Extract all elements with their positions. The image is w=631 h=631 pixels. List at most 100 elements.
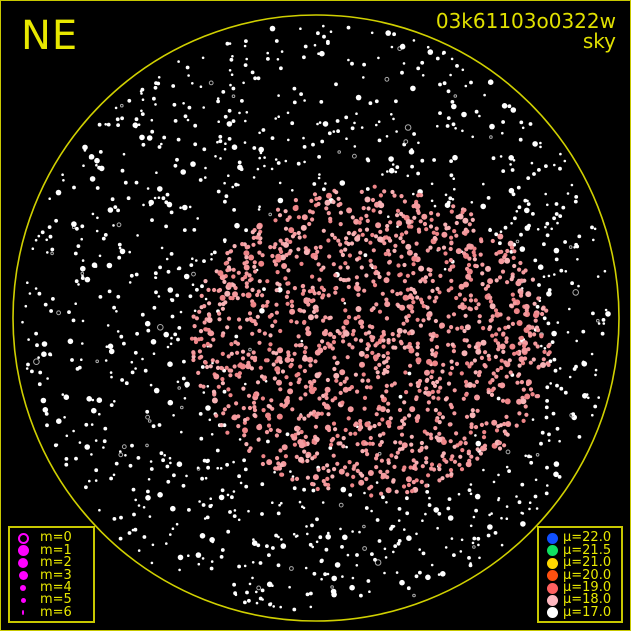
star-marker: [139, 90, 143, 93]
star-marker: [515, 239, 520, 244]
star-marker: [334, 82, 338, 87]
star-marker: [395, 208, 401, 213]
star-marker: [457, 304, 462, 309]
star-marker: [343, 319, 350, 326]
star-marker: [519, 246, 526, 252]
star-marker: [81, 259, 85, 262]
star-marker: [528, 122, 533, 126]
star-marker: [500, 398, 506, 403]
star-marker: [523, 356, 528, 361]
star-marker: [338, 381, 343, 387]
star-marker: [444, 193, 448, 197]
star-marker: [423, 390, 428, 395]
star-marker: [463, 379, 469, 384]
star-marker: [546, 203, 549, 207]
star-marker: [81, 342, 84, 345]
star-marker: [221, 90, 226, 94]
star-marker: [570, 281, 574, 286]
magnitude-label: m=6: [40, 604, 72, 620]
star-marker: [332, 366, 337, 372]
star-marker: [350, 126, 355, 131]
star-marker: [237, 564, 242, 569]
star-marker: [110, 197, 115, 202]
star-marker: [437, 467, 442, 472]
star-marker: [585, 393, 589, 396]
star-marker: [243, 264, 250, 271]
star-marker: [241, 386, 246, 391]
star-marker: [373, 557, 377, 562]
star-marker: [313, 424, 318, 429]
star-marker: [302, 136, 305, 140]
star-marker: [329, 30, 333, 33]
star-marker: [266, 423, 272, 428]
magnitude-label: m=3: [40, 567, 72, 583]
star-marker: [157, 423, 162, 427]
star-marker: [284, 356, 291, 363]
star-marker: [167, 287, 174, 293]
star-marker: [531, 357, 536, 362]
star-marker: [381, 371, 386, 376]
star-marker: [273, 319, 278, 324]
star-marker: [217, 317, 222, 322]
star-marker: [499, 343, 506, 350]
star-marker: [266, 459, 273, 466]
star-marker: [233, 340, 238, 345]
star-marker: [415, 317, 420, 322]
magnitude-label: m=4: [40, 580, 72, 596]
star-marker: [119, 515, 123, 520]
star-marker: [399, 579, 405, 586]
star-marker: [461, 396, 466, 401]
star-marker: [307, 356, 314, 363]
star-marker: [239, 481, 243, 485]
star-marker: [351, 232, 356, 237]
star-marker: [564, 270, 568, 273]
star-marker: [108, 348, 115, 355]
star-marker: [326, 238, 331, 243]
star-marker: [166, 345, 170, 349]
star-marker: [375, 453, 380, 458]
star-marker: [256, 223, 263, 230]
star-marker: [325, 476, 330, 481]
star-marker: [109, 371, 113, 374]
star-marker: [324, 392, 329, 397]
star-marker: [431, 395, 436, 400]
star-marker: [566, 331, 570, 334]
star-marker: [207, 301, 212, 306]
star-marker: [450, 57, 454, 61]
star-marker: [286, 111, 290, 115]
star-marker: [375, 518, 380, 522]
star-marker: [283, 454, 288, 459]
star-marker: [218, 494, 225, 501]
star-marker: [395, 213, 400, 218]
star-marker: [360, 324, 365, 329]
star-marker: [303, 99, 306, 102]
star-marker: [391, 163, 395, 166]
star-marker: [220, 488, 225, 493]
star-marker: [208, 80, 214, 86]
star-marker: [340, 252, 345, 258]
star-marker: [323, 328, 328, 334]
star-marker: [418, 265, 425, 272]
star-marker: [297, 307, 302, 313]
star-marker: [35, 343, 39, 348]
star-marker: [110, 375, 113, 379]
star-marker: [286, 281, 291, 286]
star-marker: [276, 413, 283, 420]
star-marker: [171, 527, 175, 530]
star-marker: [277, 197, 284, 204]
star-marker: [405, 243, 412, 250]
star-marker: [517, 267, 522, 272]
star-marker: [257, 423, 262, 428]
star-marker: [257, 279, 262, 284]
star-marker: [251, 576, 254, 580]
star-marker: [535, 344, 540, 349]
star-marker: [145, 409, 150, 414]
star-marker: [317, 176, 321, 180]
star-marker: [266, 57, 270, 61]
star-marker: [198, 412, 203, 416]
star-marker: [528, 507, 531, 511]
star-marker: [448, 402, 453, 407]
star-marker: [472, 257, 477, 262]
star-marker: [193, 336, 198, 341]
star-marker: [235, 350, 240, 355]
